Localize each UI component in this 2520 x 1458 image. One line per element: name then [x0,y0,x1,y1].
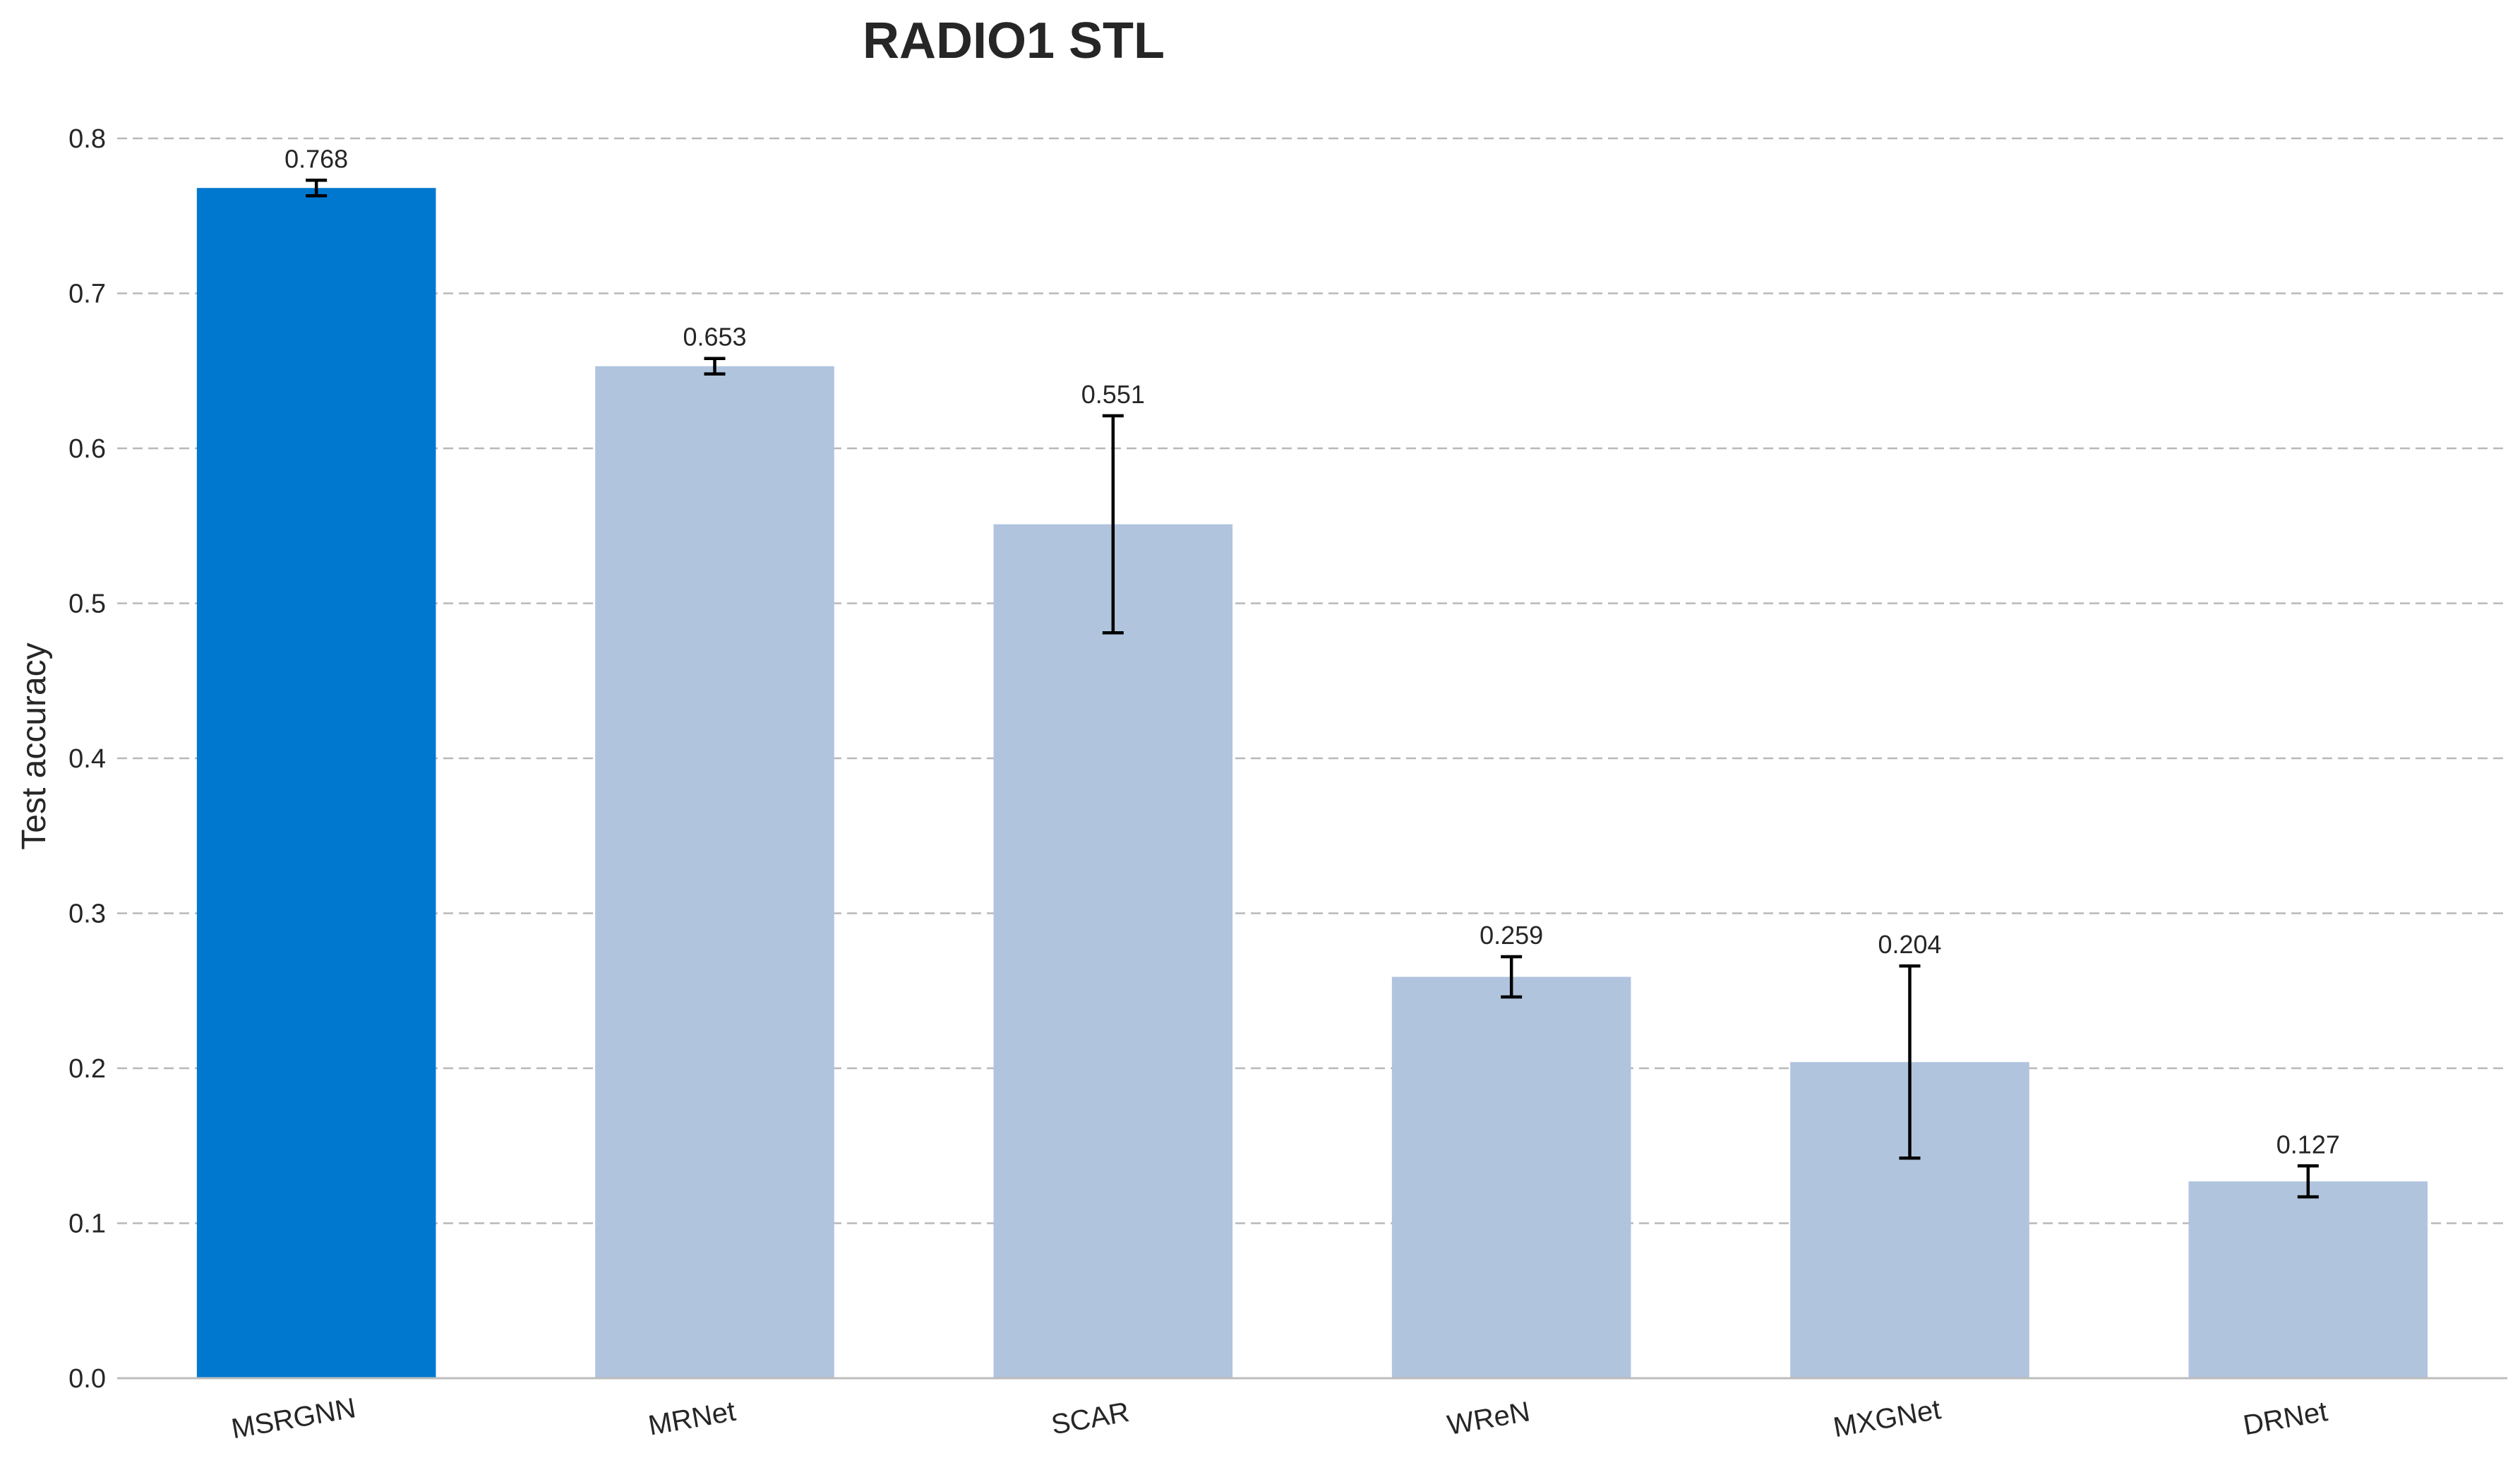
x-tick-label: MSRGNN [229,1392,359,1445]
error-bar [1102,414,1124,635]
error-bar [306,179,328,198]
bar-mrnet [595,366,834,1378]
y-axis-ticks: 0.0 0.1 0.2 0.3 0.4 0.5 0.6 0.7 0.8 [68,124,106,1394]
gridlines [117,137,2507,1224]
data-label: 0.127 [2276,1130,2340,1159]
bar-scar [993,524,1233,1379]
y-tick-label: 0.4 [68,744,106,774]
bar-msrgnn [196,188,436,1378]
x-axis-ticks: MSRGNN MRNet SCAR WReN MXGNet DRNet [229,1392,2330,1445]
y-tick-label: 0.5 [68,590,106,619]
y-tick-label: 0.3 [68,900,106,929]
bar-wren [1391,976,1631,1378]
data-labels: 0.768 0.653 0.551 0.259 0.204 0.127 [284,144,2340,1159]
data-label: 0.259 [1480,921,1543,950]
error-bars [306,179,2319,1199]
error-bar [1899,964,1921,1160]
y-tick-label: 0.6 [68,434,106,464]
y-tick-label: 0.8 [68,124,106,154]
y-tick-label: 0.0 [68,1364,106,1394]
y-tick-label: 0.1 [68,1209,106,1239]
bars [196,188,2428,1379]
error-bar [1501,955,1523,999]
error-bar [2297,1164,2319,1199]
y-tick-label: 0.2 [68,1054,106,1084]
x-tick-label: MRNet [646,1396,738,1442]
data-label: 0.204 [1878,930,1941,959]
x-tick-label: SCAR [1049,1397,1132,1441]
x-tick-label: DRNet [2241,1396,2330,1441]
y-axis-label: Test accuracy [16,643,53,849]
data-label: 0.653 [683,323,746,352]
x-tick-label: WReN [1445,1396,1532,1441]
data-label: 0.551 [1081,380,1145,409]
chart-title: RADIO1 STL [863,13,1165,69]
data-label: 0.768 [284,144,348,173]
bar-drnet [2188,1181,2428,1378]
error-bar [704,357,726,376]
x-tick-label: MXGNet [1831,1394,1943,1443]
y-tick-label: 0.7 [68,280,106,309]
